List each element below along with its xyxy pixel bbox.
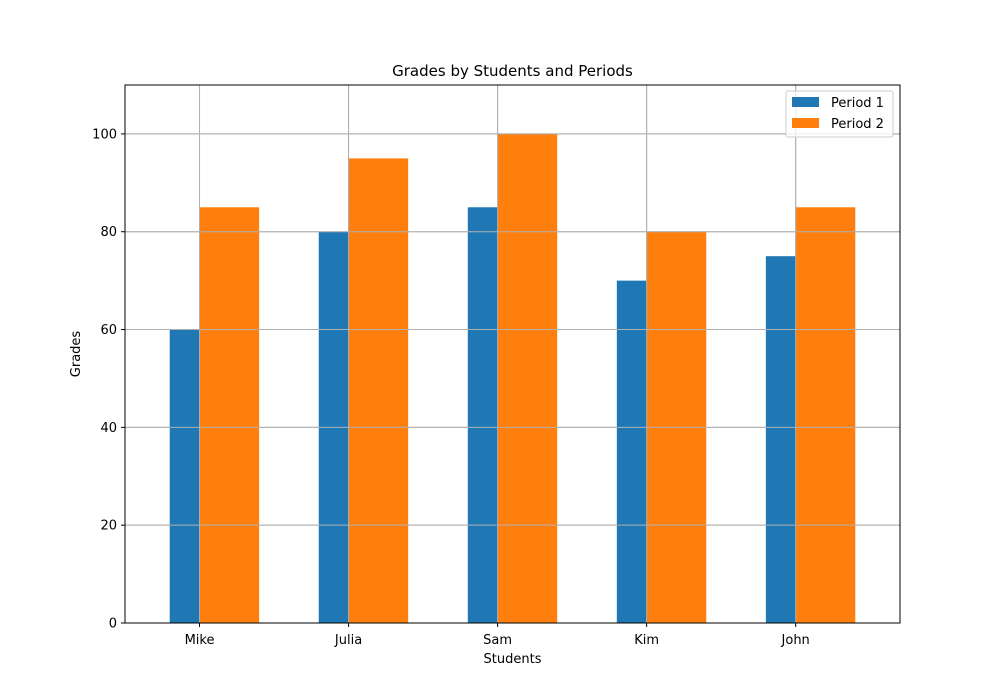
y-tick-label: 40 [100, 421, 117, 436]
x-tick-label: Kim [634, 633, 659, 648]
x-tick-label: Mike [185, 633, 215, 648]
chart-title: Grades by Students and Periods [392, 62, 633, 80]
y-tick-label: 60 [100, 323, 117, 338]
y-tick-label: 20 [100, 519, 117, 534]
bar-period-2-john [795, 207, 856, 624]
y-axis-label: Grades [69, 331, 84, 378]
axis-ticks: 0 20 40 60 80 100 Mike Julia Sam Kim John [92, 127, 810, 648]
bar-period-1-sam [467, 207, 498, 624]
y-tick-label: 100 [92, 127, 117, 142]
legend-label-period-1: Period 1 [831, 96, 884, 111]
x-tick-label: Sam [483, 633, 512, 648]
bar-period-1-john [765, 256, 796, 623]
bar-period-1-mike [169, 329, 200, 623]
x-tick-label: Julia [334, 633, 362, 648]
bar-period-2-mike [199, 207, 260, 624]
bar-period-2-julia [348, 158, 409, 623]
legend-swatch-period-1 [792, 97, 819, 107]
legend-label-period-2: Period 2 [831, 117, 884, 132]
bar-period-2-sam [497, 133, 558, 623]
bars [125, 85, 900, 624]
x-tick-label: John [781, 633, 810, 648]
y-tick-label: 0 [109, 617, 117, 632]
legend-swatch-period-2 [792, 118, 819, 128]
x-axis-label: Students [484, 652, 542, 667]
bar-period-1-kim [616, 280, 647, 623]
legend: Period 1 Period 2 [785, 90, 894, 138]
plot-frame [124, 84, 901, 624]
y-tick-label: 80 [100, 225, 117, 240]
